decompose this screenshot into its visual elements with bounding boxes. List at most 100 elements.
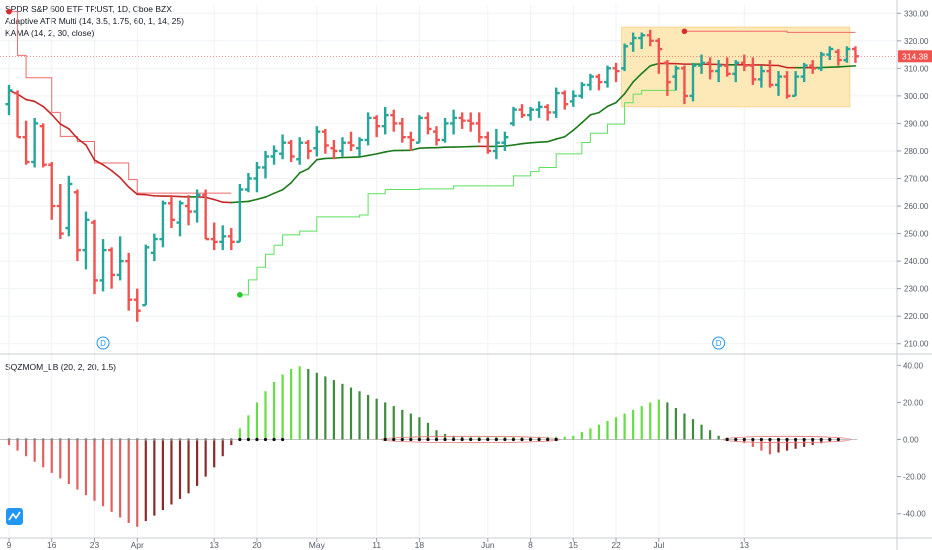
squeeze-on-dot xyxy=(554,437,558,442)
squeeze-off-dot xyxy=(195,438,199,441)
atr-flip-dot xyxy=(237,292,243,298)
ohlc-bar xyxy=(398,117,406,143)
squeeze-off-dot xyxy=(161,438,165,441)
kama-segment xyxy=(25,98,36,103)
squeeze-off-dot xyxy=(33,438,37,441)
kama-segment xyxy=(93,159,104,166)
squeeze-on-dot xyxy=(528,437,533,442)
dividend-marker xyxy=(96,336,110,350)
dividend-marker-label: D xyxy=(716,339,722,348)
ohlc-bar xyxy=(509,106,517,127)
ohlc-bar xyxy=(185,195,193,226)
ohlc-bar xyxy=(629,32,637,52)
legend-sqzmom[interactable]: SQZMOM_LB (20, 2, 20, 1.5) xyxy=(5,362,117,372)
squeeze-off-dot xyxy=(101,438,105,441)
ohlc-bar xyxy=(133,288,141,322)
time-tick-label: 13 xyxy=(740,540,750,550)
ohlc-bar xyxy=(14,90,22,139)
ohlc-bar xyxy=(193,189,201,223)
ohlc-bar xyxy=(5,84,13,116)
ohlc-bar xyxy=(621,43,629,72)
legend-symbol[interactable]: SPDR S&P 500 ETF TRUST, 1D, Cboe BZX xyxy=(5,4,172,14)
squeeze-off-dot xyxy=(118,438,122,441)
kama-segment xyxy=(367,153,378,157)
kama-segment xyxy=(16,93,27,101)
ohlc-bar xyxy=(604,65,611,88)
kama-segment xyxy=(410,147,421,152)
time-tick-label: 23 xyxy=(90,540,100,550)
ohlc-bar xyxy=(578,82,586,99)
atr-stop-line xyxy=(239,89,676,296)
squeeze-off-dot xyxy=(67,438,71,441)
kama-segment xyxy=(239,200,250,203)
squeeze-off-dot xyxy=(144,438,148,441)
ohlc-bar xyxy=(219,225,227,251)
squeeze-on-dot xyxy=(768,437,772,442)
squeeze-on-dot xyxy=(426,437,430,442)
kama-segment xyxy=(298,167,310,174)
ohlc-bar xyxy=(433,126,440,146)
kama-segment xyxy=(119,176,130,188)
squeeze-on-dot xyxy=(794,437,798,442)
ohlc-bar xyxy=(236,184,244,244)
squeeze-off-dot xyxy=(7,438,11,441)
ohlc-bar xyxy=(244,172,252,193)
squeeze-on-dot xyxy=(734,437,738,442)
kama-segment xyxy=(572,121,583,132)
ohlc-bar xyxy=(279,134,287,160)
dividend-marker-label: D xyxy=(100,339,106,348)
ohlc-bar xyxy=(150,233,158,262)
ohlc-bar xyxy=(159,200,167,248)
squeeze-off-dot xyxy=(204,438,208,441)
squeeze-on-dot xyxy=(819,437,823,442)
squeeze-ellipse xyxy=(380,435,561,444)
squeeze-on-dot xyxy=(802,437,806,442)
ohlc-bar xyxy=(775,71,782,96)
squeeze-off-dot xyxy=(84,438,88,441)
kama-segment xyxy=(76,137,87,146)
ohlc-bar xyxy=(783,71,791,99)
dividend-marker xyxy=(712,336,726,350)
ohlc-bar xyxy=(167,195,175,229)
adaptive-atr-stops xyxy=(6,8,856,298)
time-tick-label: 18 xyxy=(415,540,425,550)
squeeze-on-dot xyxy=(776,437,781,442)
squeeze-off-dot xyxy=(93,438,96,441)
squeeze-on-dot xyxy=(537,437,541,442)
squeeze-on-dot xyxy=(503,437,507,442)
time-tick-label: 9 xyxy=(7,540,12,550)
kama-segment xyxy=(504,144,515,147)
kama-segment xyxy=(384,149,395,153)
ohlc-bar xyxy=(612,62,620,83)
ohlc-bar xyxy=(561,90,569,110)
price-tick-label: 210.00 xyxy=(904,340,929,349)
squeeze-off-dot xyxy=(76,438,79,441)
legend-kama[interactable]: KAMA (14, 2, 30, close) xyxy=(5,28,95,38)
ohlc-bar xyxy=(518,104,526,118)
squeeze-off-dot xyxy=(229,438,233,441)
ohlc-bar xyxy=(467,112,475,132)
ohlc-bars xyxy=(5,29,859,322)
kama-segment xyxy=(204,196,215,201)
ohlc-bar xyxy=(817,51,825,72)
squeeze-on-dot xyxy=(759,437,764,442)
ohlc-bar xyxy=(792,71,800,98)
kama-segment xyxy=(290,172,301,184)
ohlc-bar xyxy=(65,175,73,237)
squeeze-on-dot xyxy=(725,437,729,442)
ohlc-bar xyxy=(39,123,47,168)
ohlc-bar xyxy=(646,29,654,47)
price-tick-label: 280.00 xyxy=(904,147,929,156)
ohlc-bar xyxy=(390,109,398,132)
squeeze-off-dot xyxy=(58,438,62,441)
kama-segment xyxy=(127,186,139,196)
squeeze-on-dot xyxy=(460,437,464,442)
ohlc-bar xyxy=(680,65,688,105)
ohlc-bar xyxy=(202,189,210,241)
ohlc-bar xyxy=(125,252,133,311)
time-tick-label: 11 xyxy=(372,540,381,550)
squeeze-off-dot xyxy=(110,438,113,441)
squeeze-off-dot xyxy=(41,438,45,441)
time-tick-label: 13 xyxy=(209,540,219,550)
